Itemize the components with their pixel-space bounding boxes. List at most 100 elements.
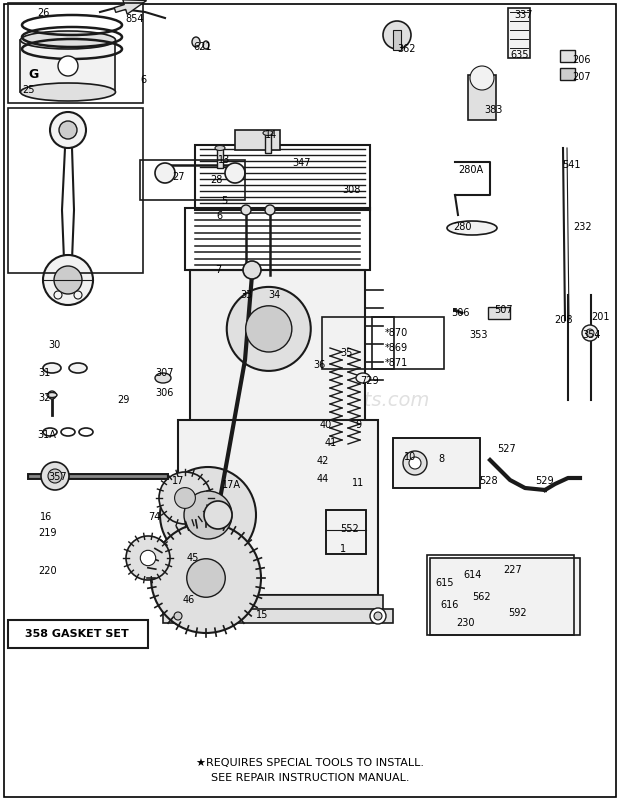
Ellipse shape bbox=[155, 373, 171, 383]
Text: 26: 26 bbox=[37, 8, 50, 18]
Circle shape bbox=[370, 608, 386, 624]
Ellipse shape bbox=[192, 37, 200, 47]
Text: G: G bbox=[28, 68, 38, 81]
Text: 206: 206 bbox=[572, 55, 590, 65]
Polygon shape bbox=[160, 467, 250, 563]
Ellipse shape bbox=[20, 83, 115, 101]
Text: 5: 5 bbox=[221, 196, 228, 206]
Ellipse shape bbox=[69, 363, 87, 373]
Text: 207: 207 bbox=[572, 72, 591, 82]
Text: 8: 8 bbox=[438, 454, 444, 464]
Bar bbox=[488, 307, 510, 319]
Circle shape bbox=[160, 467, 256, 563]
Text: 337: 337 bbox=[514, 10, 533, 20]
Text: 227: 227 bbox=[503, 565, 522, 575]
Polygon shape bbox=[430, 558, 580, 635]
Text: 541: 541 bbox=[562, 160, 580, 170]
Text: 635: 635 bbox=[510, 50, 528, 60]
Text: 621: 621 bbox=[193, 42, 211, 52]
Circle shape bbox=[140, 550, 156, 566]
Text: 306: 306 bbox=[155, 388, 174, 398]
Text: 14: 14 bbox=[265, 130, 277, 140]
Text: 27: 27 bbox=[172, 172, 185, 182]
Ellipse shape bbox=[586, 329, 594, 337]
Text: 35: 35 bbox=[340, 348, 352, 358]
Bar bbox=[322, 317, 394, 369]
Text: 33: 33 bbox=[240, 290, 252, 300]
Ellipse shape bbox=[43, 363, 61, 373]
Bar bbox=[326, 510, 366, 554]
Text: *870: *870 bbox=[385, 328, 408, 338]
Text: 232: 232 bbox=[573, 222, 591, 232]
Text: 34: 34 bbox=[268, 290, 280, 300]
Circle shape bbox=[225, 163, 245, 183]
Text: 854: 854 bbox=[125, 14, 143, 24]
Ellipse shape bbox=[582, 325, 598, 341]
Text: 527: 527 bbox=[497, 444, 516, 454]
Circle shape bbox=[383, 21, 411, 49]
Bar bbox=[326, 510, 366, 554]
Text: 1: 1 bbox=[340, 544, 346, 554]
Text: 15: 15 bbox=[256, 610, 268, 620]
Text: 45: 45 bbox=[187, 553, 200, 563]
Bar bbox=[163, 609, 393, 623]
Bar bbox=[8, 3, 143, 103]
Text: 74: 74 bbox=[148, 512, 161, 522]
Text: 354: 354 bbox=[582, 330, 601, 340]
Text: 562: 562 bbox=[472, 592, 490, 602]
Text: 592: 592 bbox=[508, 608, 526, 618]
Text: 347: 347 bbox=[292, 158, 311, 168]
Bar bbox=[178, 420, 378, 595]
Bar bbox=[508, 8, 530, 58]
Bar bbox=[185, 208, 370, 270]
Circle shape bbox=[265, 205, 275, 215]
Text: 11: 11 bbox=[352, 478, 365, 488]
Circle shape bbox=[246, 306, 292, 352]
Text: 36: 36 bbox=[313, 360, 326, 370]
Bar bbox=[8, 620, 148, 648]
Bar bbox=[372, 317, 444, 369]
Text: 615: 615 bbox=[435, 578, 453, 588]
Circle shape bbox=[241, 205, 251, 215]
Text: SEE REPAIR INSTRUCTION MANUAL.: SEE REPAIR INSTRUCTION MANUAL. bbox=[211, 773, 409, 783]
Text: *871: *871 bbox=[385, 358, 408, 368]
Circle shape bbox=[227, 287, 311, 371]
Text: 32: 32 bbox=[38, 393, 50, 403]
Text: 40: 40 bbox=[320, 420, 332, 430]
Text: 219: 219 bbox=[38, 528, 56, 538]
Ellipse shape bbox=[447, 221, 497, 235]
Ellipse shape bbox=[263, 131, 273, 135]
Circle shape bbox=[151, 523, 261, 633]
Text: 6: 6 bbox=[216, 211, 222, 221]
Bar bbox=[393, 30, 401, 50]
Circle shape bbox=[170, 608, 186, 624]
Circle shape bbox=[43, 255, 93, 305]
Text: 25: 25 bbox=[22, 85, 35, 95]
Circle shape bbox=[243, 261, 261, 279]
Bar bbox=[393, 438, 480, 488]
Text: 729: 729 bbox=[360, 376, 379, 386]
Bar bbox=[393, 438, 480, 488]
Circle shape bbox=[403, 451, 427, 475]
Text: 17: 17 bbox=[172, 476, 184, 486]
Circle shape bbox=[175, 488, 195, 509]
Text: 528: 528 bbox=[479, 476, 498, 486]
Ellipse shape bbox=[356, 373, 370, 383]
Bar bbox=[468, 75, 496, 120]
Circle shape bbox=[54, 291, 62, 299]
Bar bbox=[140, 160, 245, 200]
Text: 16: 16 bbox=[40, 512, 52, 522]
Text: 307: 307 bbox=[155, 368, 174, 378]
Circle shape bbox=[374, 612, 382, 620]
Text: 46: 46 bbox=[183, 595, 195, 605]
Ellipse shape bbox=[215, 146, 225, 151]
Text: 44: 44 bbox=[317, 474, 329, 484]
Text: 13: 13 bbox=[218, 155, 230, 165]
Circle shape bbox=[155, 163, 175, 183]
Text: 17A: 17A bbox=[222, 480, 241, 490]
Text: 7: 7 bbox=[215, 265, 221, 275]
Text: 358 GASKET SET: 358 GASKET SET bbox=[25, 629, 129, 639]
Circle shape bbox=[74, 291, 82, 299]
Text: 616: 616 bbox=[440, 600, 458, 610]
Text: 28: 28 bbox=[210, 175, 223, 185]
